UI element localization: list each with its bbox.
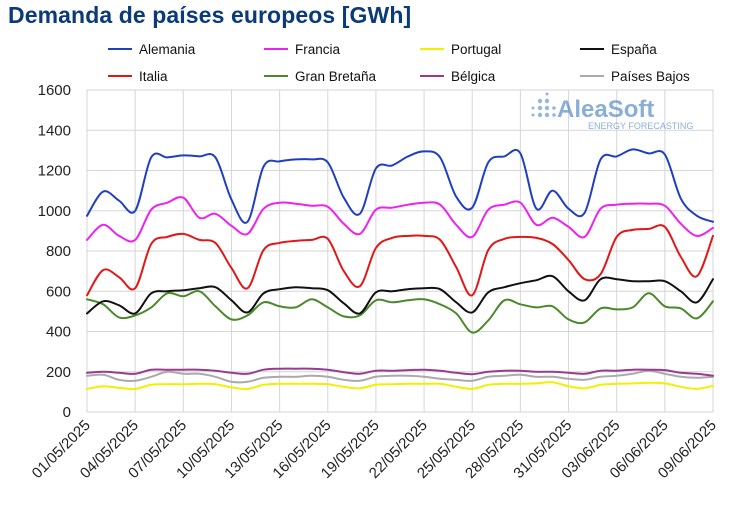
series-line-países-bajos bbox=[86, 369, 714, 384]
y-tick-label: 1600 bbox=[38, 82, 71, 99]
legend-label-portugal: Portugal bbox=[451, 42, 501, 57]
series-line-francia bbox=[86, 196, 714, 243]
legend-label-francia: Francia bbox=[295, 42, 341, 57]
chart-title: Demanda de países europeos [GWh] bbox=[8, 2, 412, 28]
watermark-brand: AleaSoft bbox=[557, 96, 654, 123]
grid bbox=[86, 89, 714, 413]
legend-label-bélgica: Bélgica bbox=[451, 69, 496, 84]
legend: Alemania Francia Portugal España Italia Gran … bbox=[108, 42, 690, 84]
series-line-españa bbox=[86, 274, 714, 315]
y-tick-label: 400 bbox=[46, 324, 71, 341]
series-line-alemania bbox=[86, 148, 714, 224]
y-axis: 0 200 400 600 800 1000 1200 1400 1600 bbox=[38, 82, 71, 421]
legend-label-españa: España bbox=[611, 42, 657, 57]
aleasoft-watermark: AleaSoft ENERGY FORECASTING bbox=[531, 92, 693, 131]
series-lines bbox=[86, 148, 714, 391]
series-line-italia bbox=[86, 224, 714, 297]
y-tick-label: 800 bbox=[46, 243, 71, 260]
legend-label-gran-bretaña: Gran Bretaña bbox=[295, 69, 377, 84]
y-tick-label: 200 bbox=[46, 364, 71, 381]
legend-label-países-bajos: Países Bajos bbox=[611, 69, 690, 84]
y-tick-label: 1400 bbox=[38, 122, 71, 139]
series-line-bélgica bbox=[86, 367, 714, 377]
y-tick-label: 1200 bbox=[38, 163, 71, 180]
legend-label-alemania: Alemania bbox=[139, 42, 196, 57]
plot-frame bbox=[86, 89, 714, 413]
y-tick-label: 1000 bbox=[38, 203, 71, 220]
series-line-gran-bretaña bbox=[86, 290, 714, 334]
y-tick-label: 0 bbox=[63, 404, 71, 421]
y-tick-label: 600 bbox=[46, 283, 71, 300]
watermark-tagline: ENERGY FORECASTING bbox=[588, 121, 693, 131]
x-axis: 01/05/202504/05/202507/05/202510/05/2025… bbox=[29, 417, 720, 482]
series-line-portugal bbox=[86, 381, 714, 391]
legend-label-italia: Italia bbox=[139, 69, 168, 84]
aleasoft-logo-icon bbox=[531, 92, 556, 118]
